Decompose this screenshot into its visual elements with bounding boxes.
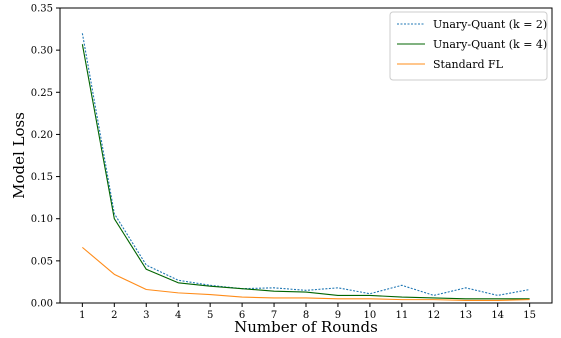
- legend-label: Standard FL: [433, 58, 504, 71]
- x-tick-label: 10: [364, 310, 377, 321]
- x-tick-label: 4: [175, 310, 181, 321]
- y-tick-label: 0.05: [31, 256, 53, 267]
- y-axis: 0.00 0.05 0.10 0.15 0.20 0.25 0.30 0.35: [31, 4, 60, 310]
- x-tick-label: 9: [335, 310, 341, 321]
- x-tick-label: 6: [239, 310, 245, 321]
- x-tick-label: 12: [427, 310, 440, 321]
- x-tick-label: 8: [303, 310, 309, 321]
- x-tick-label: 14: [491, 310, 504, 321]
- series-line-2: [81, 44, 530, 300]
- y-tick-label: 0.15: [31, 172, 53, 183]
- legend-box: [389, 11, 548, 81]
- y-tick-label: 0.25: [31, 88, 53, 99]
- y-tick-label: 0.35: [31, 4, 53, 15]
- y-tick-label: 0.10: [31, 214, 53, 225]
- x-axis: 1 2 3 4 5 6 7 8 9 10 11 12 13 14 15: [79, 303, 536, 321]
- y-tick-label: 0.20: [31, 130, 53, 141]
- y-tick-label: 0.00: [31, 299, 53, 310]
- x-tick-label: 13: [459, 310, 472, 321]
- x-tick-label: 2: [111, 310, 117, 321]
- series-line-1: [81, 33, 530, 296]
- x-tick-label: 5: [207, 310, 213, 321]
- x-tick-label: 7: [271, 310, 277, 321]
- series-line-3: [82, 246, 530, 302]
- x-tick-label: 15: [523, 310, 536, 321]
- x-tick-label: 11: [395, 310, 408, 321]
- legend: Unary-Quant (k = 2) Unary-Quant (k = 4) St…: [389, 11, 548, 81]
- x-axis-label: Number of Rounds: [234, 318, 378, 336]
- y-axis-label: Model Loss: [10, 112, 28, 199]
- x-tick-label: 3: [143, 310, 149, 321]
- x-tick-label: 1: [79, 310, 85, 321]
- legend-label: Unary-Quant (k = 2): [433, 18, 547, 31]
- y-tick-label: 0.30: [31, 46, 53, 57]
- legend-label: Unary-Quant (k = 4): [433, 38, 547, 51]
